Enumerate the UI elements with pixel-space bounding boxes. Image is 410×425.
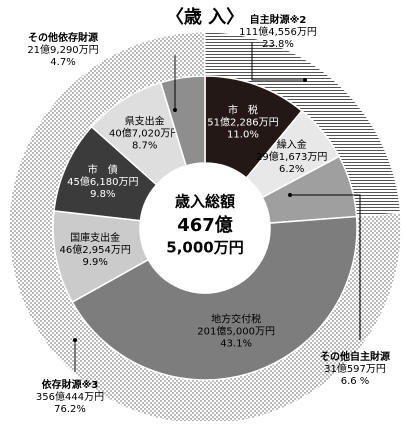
segment-label: 9.9% <box>82 257 107 268</box>
segment-label: 21億9,290万円 <box>27 43 98 56</box>
segment-label: 23.8% <box>262 39 294 50</box>
segment-label: 県支出金 <box>125 115 165 128</box>
segment-label: 51億2,286万円 <box>207 116 278 129</box>
chart-title: 〈歳 入〉 <box>166 7 244 28</box>
segment-label: 356億444万円 <box>36 390 104 403</box>
leader-dot <box>173 108 177 112</box>
segment-label: その他依存財源 <box>28 31 98 44</box>
segment-label: 111億4,556万円 <box>239 25 317 38</box>
segment-label: 76.2% <box>54 404 86 415</box>
segment-label: 市 税 <box>228 104 258 117</box>
segment-label: 43.1% <box>220 338 252 349</box>
segment-label: 11.0% <box>227 130 259 141</box>
segment-label: 6.6 % <box>341 376 370 387</box>
segment-label: 地方交付税 <box>211 312 261 325</box>
segment-label: 依存財源※3 <box>42 378 99 391</box>
segment-label: 4.7% <box>50 57 75 68</box>
leader-line <box>251 42 305 81</box>
inner-segment <box>159 75 206 167</box>
center-total: 5,000万円 <box>166 239 243 257</box>
leader-dot <box>73 338 77 342</box>
segment-label: 31億597万円 <box>324 362 386 375</box>
segment-label: 46億2,954万円 <box>60 243 131 256</box>
segment-label: 繰入金 <box>277 138 307 151</box>
segment-label: 国庫支出金 <box>70 231 120 244</box>
center-title: 歳入総額 <box>175 193 235 211</box>
leader-dot <box>303 78 307 82</box>
segment-label: 45億6,180万円 <box>67 175 138 188</box>
segment-label: その他自主財源 <box>320 350 390 363</box>
center-total: 467億 <box>177 214 233 236</box>
segment-label: 8.7% <box>132 141 157 152</box>
segment-label: 9.8% <box>90 189 115 200</box>
segment-label: 40億7,020万円 <box>109 127 180 140</box>
segment-label: 201億5,000万円 <box>197 324 275 337</box>
inner-segment <box>71 215 358 381</box>
segment-label: 29億1,673万円 <box>256 150 327 163</box>
segment-label: 6.2% <box>279 164 304 175</box>
segment-label: 市 債 <box>88 163 118 176</box>
leader-dot <box>288 193 292 197</box>
leader-line <box>290 194 361 340</box>
segment-label: 自主財源※2 <box>250 13 307 26</box>
